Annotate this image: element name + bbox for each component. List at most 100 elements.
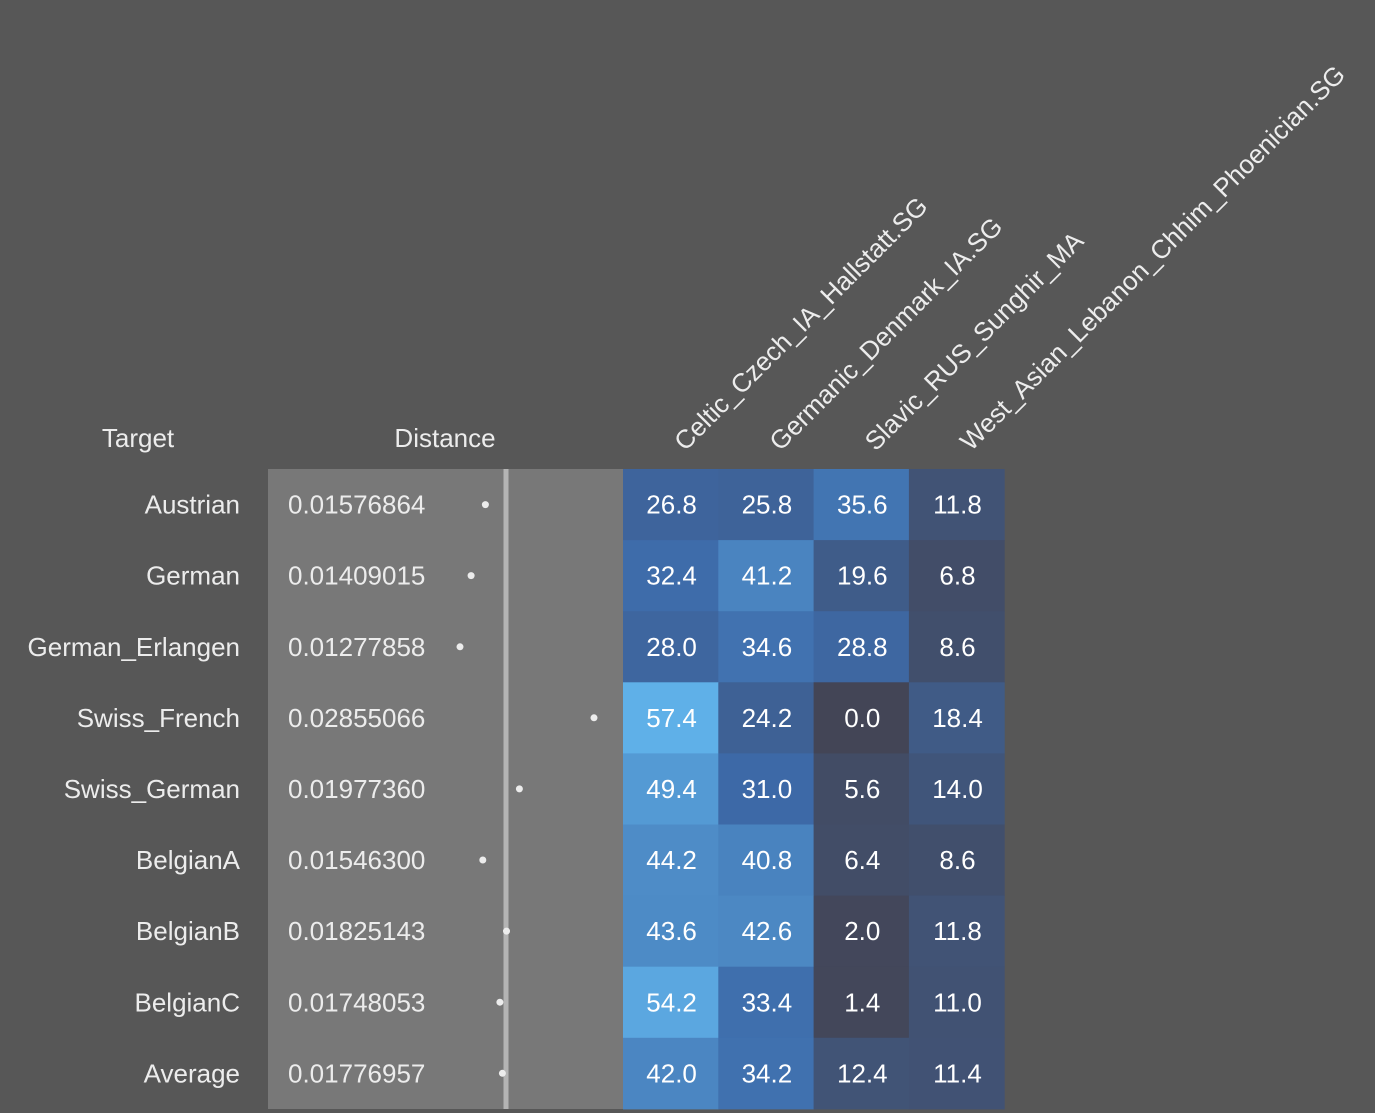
cell-value: 34.6 [742,632,793,662]
cell-value: 8.6 [939,845,975,875]
cell-value: 8.6 [939,632,975,662]
heat-cell [813,753,910,825]
heat-cell [908,469,1005,541]
cell-value: 14.0 [932,774,983,804]
row-label: BelgianC [134,987,240,1017]
heat-cell [908,611,1005,683]
cell-value: 11.8 [933,490,982,520]
cell-value: 0.0 [844,703,880,733]
distance-value: 0.01977360 [288,774,425,804]
column-headers: Celtic_Czech_IA_Hallstatt.SGGermanic_Den… [668,59,1351,456]
cell-value: 28.8 [837,632,888,662]
row-label: Austrian [145,490,240,520]
distance-value: 0.01748053 [288,987,425,1017]
heat-cell [718,895,815,968]
cell-value: 54.2 [646,987,697,1017]
heat-cell [908,966,1005,1039]
heat-cell [908,824,1005,897]
heat-cell [908,753,1005,825]
distance-dot [481,501,489,509]
column-header: West_Asian_Lebanon_Chhim_Phoenician.SG [954,59,1351,456]
heat-cell [813,895,910,968]
cell-value: 18.4 [932,703,983,733]
cell-value: 5.6 [844,774,880,804]
cell-value: 42.6 [742,916,793,946]
distance-dot [467,572,475,580]
heat-cell [718,540,815,612]
cell-value: 12.4 [837,1058,888,1088]
cell-value: 6.8 [939,561,975,591]
heat-cell [623,824,719,897]
table-row: BelgianB 0.01825143 43.6 42.6 2.0 11.8 [136,895,1005,968]
table-row: Swiss_German 0.01977360 49.4 31.0 5.6 14.0 [64,753,1005,825]
heat-cell [623,895,719,968]
target-header: Target [102,423,175,453]
distance-value: 0.01546300 [288,845,425,875]
heat-cell [718,611,815,683]
cell-value: 19.6 [837,561,888,591]
cell-value: 44.2 [646,845,697,875]
heat-cell [813,824,910,897]
heat-cell [813,611,910,683]
distance-value: 0.01409015 [288,561,425,591]
distance-dot [479,856,487,864]
row-label: German [146,561,240,591]
cell-value: 1.4 [844,987,880,1017]
heat-cell [623,682,719,754]
row-label: BelgianB [136,916,240,946]
cell-value: 49.4 [646,774,697,804]
cell-value: 41.2 [742,561,793,591]
heat-cell [718,469,815,541]
table-row: German 0.01409015 32.4 41.2 19.6 6.8 [146,540,1005,612]
heat-cell [813,682,910,754]
cell-value: 11.0 [933,987,982,1017]
heat-cell [908,682,1005,754]
heat-cell [623,966,719,1039]
cell-value: 6.4 [844,845,880,875]
cell-value: 25.8 [742,490,793,520]
heat-cell [623,611,719,683]
distance-dot [498,1069,506,1077]
heat-cell [813,1037,910,1110]
table-row: BelgianA 0.01546300 44.2 40.8 6.4 8.6 [136,824,1005,897]
cell-value: 35.6 [837,490,888,520]
cell-value: 28.0 [646,632,697,662]
cell-value: 34.2 [742,1058,793,1088]
heat-cell [718,824,815,897]
heat-cell [623,469,719,541]
cell-value: 57.4 [646,703,697,733]
table-row: Average 0.01776957 42.0 34.2 12.4 11.4 [144,1037,1005,1110]
heat-cell [718,966,815,1039]
heat-cell [623,1037,719,1110]
cell-value: 32.4 [646,561,697,591]
row-label: Swiss_French [77,703,240,733]
heat-cell [813,966,910,1039]
cell-value: 31.0 [742,774,793,804]
heat-cell [908,1037,1005,1110]
distance-panel [268,469,623,1109]
row-label: Average [144,1058,240,1088]
distance-dot [590,714,598,722]
distance-value: 0.01776957 [288,1058,425,1088]
heat-cell [623,540,719,612]
distance-dot [456,643,464,651]
distance-dot [503,927,510,935]
heat-cell [813,540,910,612]
cell-value: 2.0 [844,916,880,946]
cell-value: 11.8 [933,916,982,946]
heat-cell [908,895,1005,968]
cell-value: 26.8 [646,490,697,520]
distance-dot [515,785,523,793]
cell-value: 43.6 [646,916,697,946]
distance-value: 0.01576864 [288,490,425,520]
heat-cell [718,682,815,754]
row-label: BelgianA [136,845,241,875]
row-label: Swiss_German [64,774,240,804]
heat-cell [623,753,719,825]
heat-cell [908,540,1005,612]
table-row: Swiss_French 0.02855066 57.4 24.2 0.0 18.4 [77,682,1005,754]
heat-cell [718,753,815,825]
distance-header: Distance [394,423,495,453]
heat-cell [718,1037,815,1110]
